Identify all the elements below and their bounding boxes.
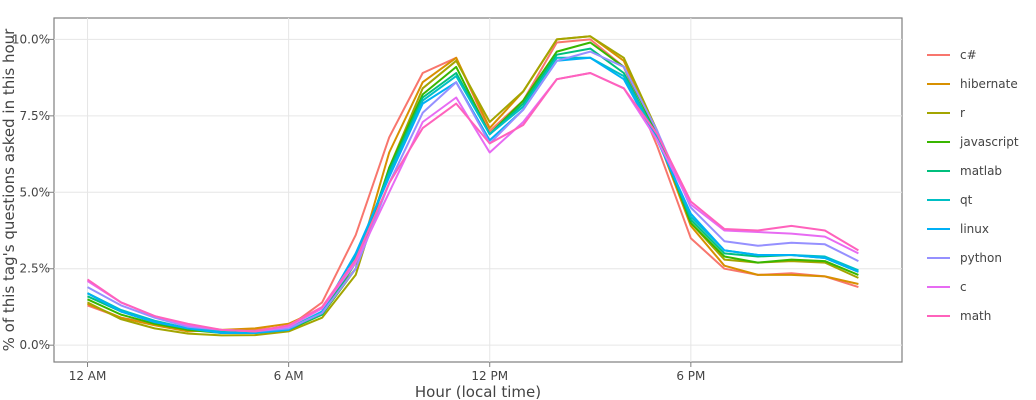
legend-item: math [927, 309, 991, 323]
x-tick-label: 6 PM [676, 369, 705, 383]
y-axis-title: % of this tag's questions asked in this … [0, 28, 18, 352]
x-tick-label: 12 AM [69, 369, 107, 383]
legend-item: qt [927, 193, 973, 207]
legend-item: c [927, 280, 967, 294]
legend-item: matlab [927, 164, 1002, 178]
x-tick-label: 6 AM [274, 369, 304, 383]
legend: c# hibernate r javascript matlab qt linux pytho… [927, 48, 1019, 323]
legend-label: matlab [960, 164, 1002, 178]
legend-item: python [927, 251, 1002, 265]
legend-item: hibernate [927, 77, 1018, 91]
legend-item: linux [927, 222, 989, 236]
x-axis: 12 AM 6 AM 12 PM 6 PM [69, 362, 705, 383]
legend-label: javascript [959, 135, 1019, 149]
y-tick-label: 5.0% [20, 185, 51, 199]
y-axis: 0.0% 2.5% 5.0% 7.5% 10.0% [12, 32, 54, 352]
grid-lines [54, 18, 902, 362]
legend-item: javascript [927, 135, 1019, 149]
y-tick-label: 7.5% [20, 109, 51, 123]
x-axis-title: Hour (local time) [415, 383, 541, 400]
legend-item: r [927, 106, 965, 120]
legend-label: math [960, 309, 991, 323]
legend-item: c# [927, 48, 977, 62]
legend-label: linux [960, 222, 989, 236]
legend-label: hibernate [960, 77, 1018, 91]
legend-label: c [960, 280, 967, 294]
x-tick-label: 12 PM [471, 369, 508, 383]
y-tick-label: 2.5% [20, 262, 51, 276]
legend-label: python [960, 251, 1002, 265]
legend-label: r [960, 106, 965, 120]
y-tick-label: 10.0% [12, 32, 50, 46]
series-lines [86, 35, 859, 337]
plot-panel [53, 17, 903, 363]
legend-label: c# [960, 48, 977, 62]
series-line-math [86, 72, 859, 333]
legend-label: qt [960, 193, 973, 207]
series-line-r [87, 35, 859, 337]
y-tick-label: 0.0% [20, 338, 51, 352]
